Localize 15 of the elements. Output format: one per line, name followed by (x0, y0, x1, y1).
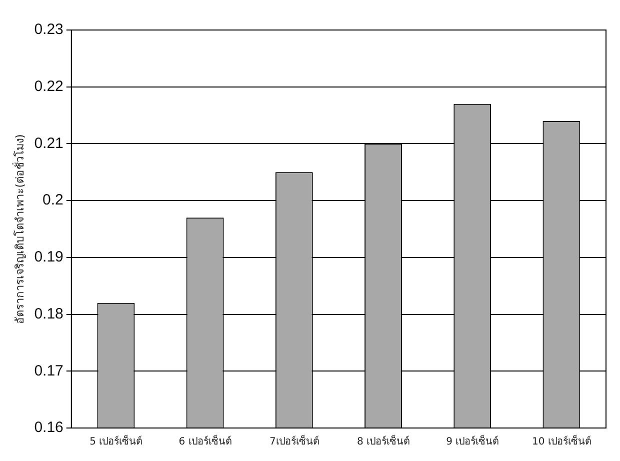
y-tick-label: 0.17 (34, 362, 64, 380)
y-axis-title: อัตราการเจริญเติบโตจำเพาะ(ต่อชั่วโมง) (11, 134, 26, 324)
y-tick-label: 0.23 (34, 21, 64, 38)
y-tick-label: 0.16 (34, 419, 64, 436)
x-tick-label: 6 เปอร์เซ็นต์ (178, 434, 232, 448)
x-tick-label: 10 เปอร์เซ็นต์ (532, 434, 591, 448)
x-tick-label: 7เปอร์เซ็นต์ (269, 434, 319, 448)
x-tick-label: 9 เปอร์เซ็นต์ (446, 434, 499, 448)
y-tick-label: 0.18 (34, 305, 64, 322)
y-tick-label: 0.22 (34, 78, 64, 95)
x-tick-label: 8 เปอร์เซ็นต์ (356, 434, 410, 448)
y-tick-label: 0.2 (42, 192, 64, 209)
x-tick-label: 5 เปอร์เซ็นต์ (90, 434, 142, 448)
y-tick-label: 0.21 (34, 134, 64, 152)
y-tick-label: 0.19 (34, 248, 64, 266)
